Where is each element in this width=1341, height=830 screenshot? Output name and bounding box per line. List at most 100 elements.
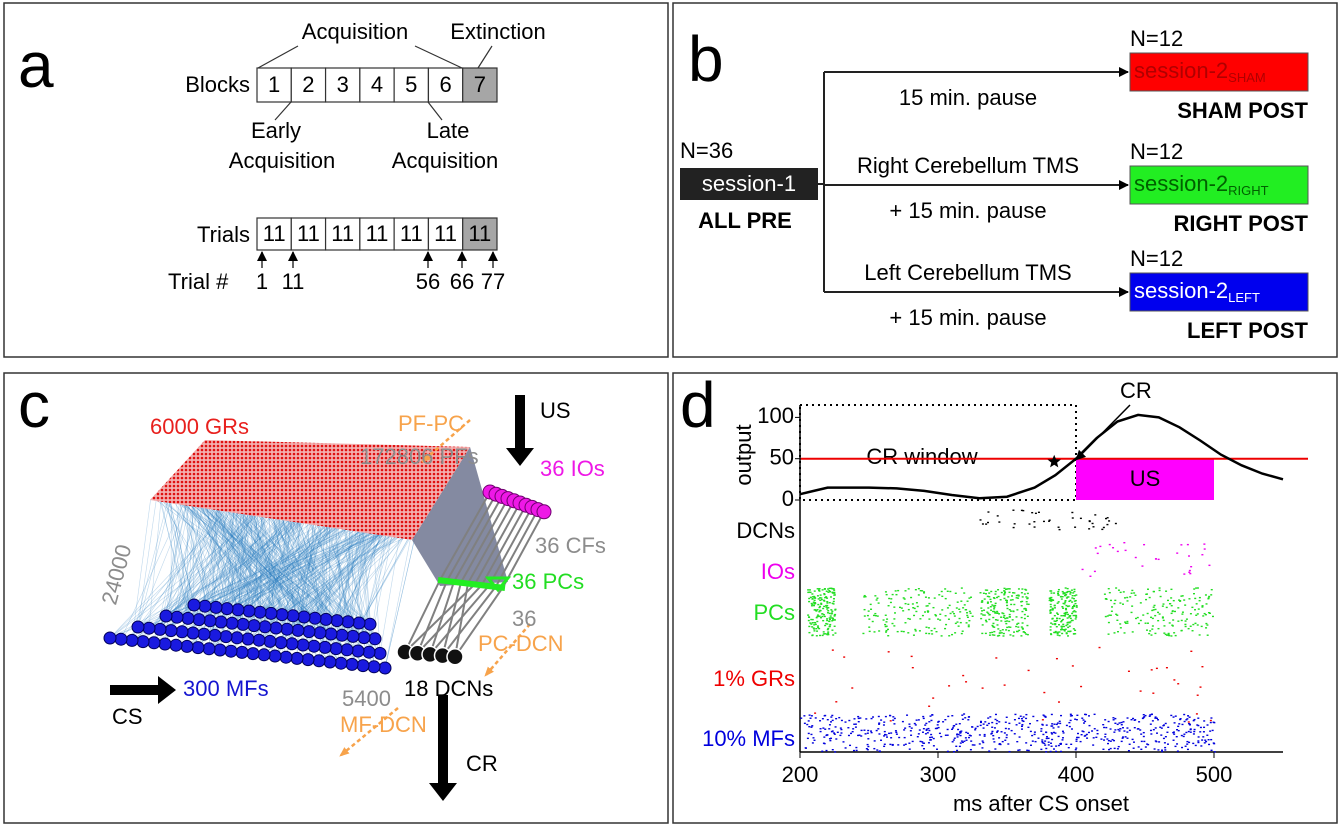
mossy-fiber — [341, 644, 353, 656]
count-label: 24000 — [96, 542, 136, 608]
trial-count: 11 — [434, 221, 457, 246]
group-label: ALL PRE — [698, 208, 792, 233]
cr-marker — [1048, 455, 1061, 468]
mossy-fiber — [358, 632, 370, 644]
count-label: 5400 — [342, 686, 391, 711]
panel-label: d — [680, 369, 716, 441]
trial-count: 11 — [400, 221, 423, 246]
trial-number: 66 — [450, 269, 474, 294]
block-number: 7 — [474, 72, 486, 97]
mossy-fiber — [330, 643, 342, 655]
mossy-fiber — [104, 632, 116, 644]
raster-label: IOs — [761, 559, 795, 584]
mossy-fiber — [308, 640, 320, 652]
synapse-label: MF-DCN — [340, 712, 427, 737]
x-tick-label: 500 — [1196, 762, 1233, 787]
mossy-fiber — [374, 647, 386, 659]
mossy-fiber — [347, 630, 359, 642]
mossy-fiber — [137, 636, 149, 648]
mossy-fiber — [242, 633, 254, 645]
mossy-fiber — [269, 650, 281, 662]
mossy-fiber — [331, 615, 343, 627]
mossy-fiber — [115, 633, 127, 645]
mossy-fiber — [226, 617, 238, 629]
mossy-fiber — [132, 621, 144, 633]
session-name: session-2 — [1134, 58, 1228, 83]
block-number: 4 — [371, 72, 383, 97]
mossy-fiber — [325, 628, 337, 640]
mossy-fiber — [258, 649, 270, 661]
row-label: Blocks — [185, 72, 250, 97]
mossy-fiber — [182, 612, 194, 624]
mossy-fiber — [352, 645, 364, 657]
block-number: 2 — [302, 72, 314, 97]
group-label: SHAM POST — [1177, 98, 1308, 123]
y-tick-label: 0 — [782, 486, 794, 511]
raster-label: 10% MFs — [702, 726, 795, 751]
y-tick-label: 50 — [770, 445, 794, 470]
mossy-fiber — [298, 611, 310, 623]
mossy-fiber — [357, 660, 369, 672]
mossy-fiber — [320, 613, 332, 625]
phase-label: Late — [427, 118, 470, 143]
mossy-fiber — [236, 646, 248, 658]
output-label: CR — [466, 751, 498, 776]
condition-label: Left Cerebellum TMS — [864, 260, 1071, 285]
mossy-fiber — [193, 614, 205, 626]
mossy-fiber — [243, 605, 255, 617]
mossy-fiber — [192, 642, 204, 654]
mossy-fiber — [215, 616, 227, 628]
row-label: Trials — [197, 222, 250, 247]
mossy-fiber — [237, 618, 249, 630]
group-label: RIGHT POST — [1174, 211, 1309, 236]
mossy-fiber — [302, 654, 314, 666]
mossy-fiber — [210, 601, 222, 613]
mossy-fiber — [265, 607, 277, 619]
mossy-fiber — [353, 617, 365, 629]
x-tick-label: 200 — [782, 762, 819, 787]
mossy-fiber — [143, 622, 155, 634]
mossy-fiber — [231, 632, 243, 644]
panel-label: c — [18, 369, 50, 441]
mossy-fiber — [314, 627, 326, 639]
count-label: 36 CFs — [535, 533, 606, 558]
mossy-fiber — [280, 651, 292, 663]
panel-label: a — [18, 29, 54, 101]
mossy-fiber — [363, 646, 375, 658]
mossy-fiber — [199, 600, 211, 612]
count-label: 172806 PFs — [360, 444, 479, 469]
mossy-fiber — [264, 635, 276, 647]
panel-a: a Acquisition Extinction Early Acquisiti… — [18, 19, 546, 294]
mossy-fiber — [336, 629, 348, 641]
phase-label: Acquisition — [229, 148, 335, 173]
mossy-fiber — [176, 626, 188, 638]
mossy-fiber — [379, 662, 391, 674]
mossy-fiber — [287, 610, 299, 622]
mossy-fiber — [148, 637, 160, 649]
mossy-fiber — [369, 633, 381, 645]
layer-label: 6000 GRs — [150, 414, 249, 439]
mossy-fiber — [225, 645, 237, 657]
mossy-fiber — [187, 627, 199, 639]
trial-number: 77 — [481, 269, 505, 294]
mossy-fiber — [203, 643, 215, 655]
panel-b: b N=36 session-1 ALL PRE N=12session-2SH… — [680, 23, 1309, 343]
x-tick-label: 300 — [920, 762, 957, 787]
mossy-fiber — [254, 606, 266, 618]
phase-label: Early — [251, 118, 301, 143]
mossy-fiber — [292, 624, 304, 636]
trial-number: 1 — [256, 269, 268, 294]
mossy-fiber — [281, 623, 293, 635]
mossy-fiber — [214, 644, 226, 656]
phase-label: Extinction — [450, 19, 545, 44]
condition-label: + 15 min. pause — [889, 198, 1046, 223]
mossy-fiber — [159, 638, 171, 650]
us-label: US — [1130, 466, 1161, 491]
cr-window-label: CR window — [866, 444, 977, 469]
y-axis-label: output — [731, 424, 756, 485]
mossy-fiber — [313, 655, 325, 667]
panel-label: b — [688, 23, 724, 95]
trial-count: 11 — [297, 221, 320, 246]
mossy-fiber — [170, 639, 182, 651]
